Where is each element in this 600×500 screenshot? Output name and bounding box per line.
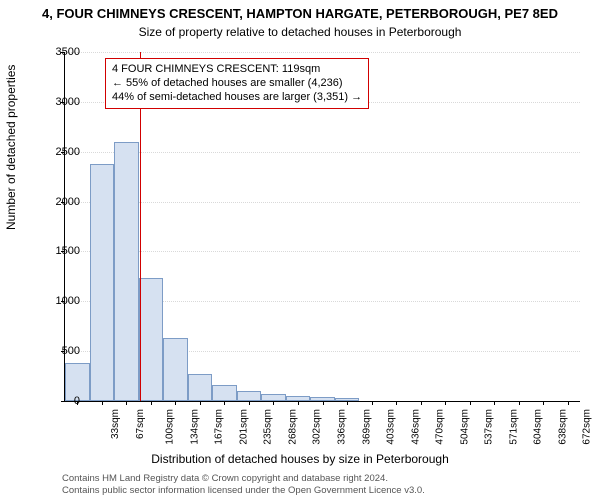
x-tick-label: 100sqm: [165, 409, 176, 445]
x-tick-label: 604sqm: [533, 409, 544, 445]
gridline: [65, 52, 580, 53]
x-tick-label: 201sqm: [238, 409, 249, 445]
x-tick-mark: [347, 401, 348, 405]
x-tick-label: 235sqm: [263, 409, 274, 445]
chart-container: 4, FOUR CHIMNEYS CRESCENT, HAMPTON HARGA…: [0, 0, 600, 500]
gridline: [65, 152, 580, 153]
x-tick-label: 403sqm: [386, 409, 397, 445]
x-tick-label: 537sqm: [484, 409, 495, 445]
y-tick-label: 1500: [30, 245, 80, 257]
x-tick-mark: [372, 401, 373, 405]
x-tick-mark: [421, 401, 422, 405]
histogram-bar: [212, 385, 237, 401]
x-axis-label: Distribution of detached houses by size …: [0, 452, 600, 466]
histogram-bar: [237, 391, 262, 401]
histogram-bar: [90, 164, 115, 401]
x-tick-mark: [470, 401, 471, 405]
x-tick-mark: [126, 401, 127, 405]
y-tick-label: 2000: [30, 196, 80, 208]
x-tick-label: 436sqm: [410, 409, 421, 445]
x-tick-label: 470sqm: [435, 409, 446, 445]
x-tick-mark: [249, 401, 250, 405]
x-tick-mark: [568, 401, 569, 405]
annotation-line: ← 55% of detached houses are smaller (4,…: [112, 77, 362, 91]
footer-line: Contains public sector information licen…: [62, 485, 425, 496]
x-tick-label: 638sqm: [557, 409, 568, 445]
annotation-line: 44% of semi-detached houses are larger (…: [112, 91, 362, 105]
gridline: [65, 202, 580, 203]
x-tick-mark: [224, 401, 225, 405]
x-tick-label: 67sqm: [135, 409, 146, 439]
annotation-line: 4 FOUR CHIMNEYS CRESCENT: 119sqm: [112, 63, 362, 77]
x-tick-mark: [200, 401, 201, 405]
y-tick-label: 3000: [30, 96, 80, 108]
histogram-bar: [261, 394, 286, 401]
footer-attribution: Contains HM Land Registry data © Crown c…: [62, 473, 425, 496]
x-tick-label: 167sqm: [214, 409, 225, 445]
x-tick-label: 302sqm: [312, 409, 323, 445]
x-tick-mark: [519, 401, 520, 405]
chart-subtitle: Size of property relative to detached ho…: [0, 25, 600, 39]
footer-line: Contains HM Land Registry data © Crown c…: [62, 473, 425, 484]
gridline: [65, 251, 580, 252]
x-tick-mark: [323, 401, 324, 405]
x-tick-mark: [298, 401, 299, 405]
y-axis-label: Number of detached properties: [4, 65, 18, 230]
annotation-box: 4 FOUR CHIMNEYS CRESCENT: 119sqm ← 55% o…: [105, 58, 369, 109]
x-tick-label: 33sqm: [110, 409, 121, 439]
y-tick-label: 3500: [30, 46, 80, 58]
x-tick-label: 504sqm: [459, 409, 470, 445]
x-tick-label: 571sqm: [508, 409, 519, 445]
y-tick-label: 1000: [30, 295, 80, 307]
histogram-bar: [188, 374, 213, 401]
x-tick-mark: [151, 401, 152, 405]
histogram-bar: [139, 278, 164, 401]
x-tick-mark: [102, 401, 103, 405]
x-tick-mark: [445, 401, 446, 405]
y-tick-label: 0: [30, 395, 80, 407]
x-tick-label: 134sqm: [189, 409, 200, 445]
x-tick-mark: [175, 401, 176, 405]
x-tick-label: 369sqm: [361, 409, 372, 445]
x-tick-label: 268sqm: [288, 409, 299, 445]
x-tick-mark: [273, 401, 274, 405]
x-tick-label: 672sqm: [582, 409, 593, 445]
histogram-bar: [114, 142, 139, 401]
y-tick-label: 500: [30, 345, 80, 357]
histogram-bar: [163, 338, 188, 401]
chart-title: 4, FOUR CHIMNEYS CRESCENT, HAMPTON HARGA…: [0, 0, 600, 23]
y-tick-label: 2500: [30, 146, 80, 158]
x-tick-mark: [543, 401, 544, 405]
x-tick-mark: [494, 401, 495, 405]
plot-area: 4 FOUR CHIMNEYS CRESCENT: 119sqm ← 55% o…: [64, 52, 580, 402]
x-tick-mark: [396, 401, 397, 405]
x-tick-label: 336sqm: [337, 409, 348, 445]
